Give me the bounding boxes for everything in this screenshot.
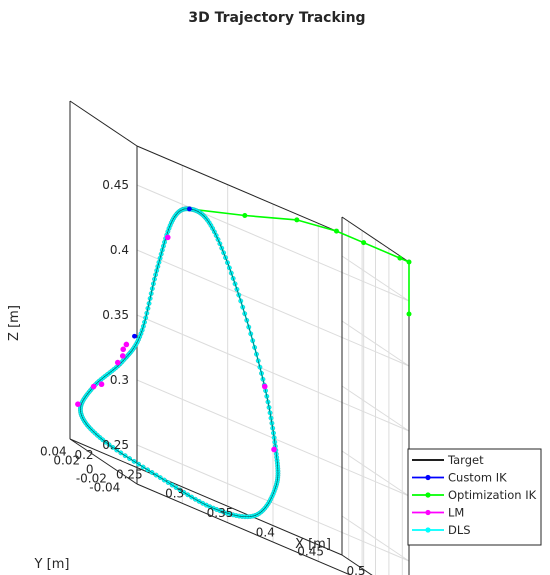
lm-point [261, 383, 268, 390]
z-tick-label: 0.3 [110, 373, 129, 387]
optimization-ik-point [397, 255, 403, 261]
legend-label: Custom IK [448, 471, 507, 485]
axes-edge [69, 100, 138, 147]
z-tick-label: 0.4 [110, 243, 129, 257]
y-tick-label: 0.04 [40, 445, 67, 459]
x-tick-label: 0.45 [297, 545, 324, 559]
axes-edge [69, 438, 343, 556]
lm-point [271, 446, 277, 453]
optimization-ik-point [294, 217, 300, 223]
x-tick-label: 0.2 [74, 448, 93, 462]
legend-marker [425, 492, 431, 498]
z-tick-label: 0.35 [102, 308, 129, 322]
grid-layer [136, 146, 410, 575]
chart-title: 3D Trajectory Tracking [188, 10, 365, 26]
legend-marker [425, 509, 431, 516]
data-layer [75, 206, 412, 520]
y-tick-label: -0.02 [76, 472, 107, 486]
x-tick-label: 0.25 [116, 467, 143, 481]
z-axis-label: Z [m] [7, 305, 22, 341]
lm-point [164, 234, 171, 241]
axes-edge [69, 438, 138, 485]
series-target-line [80, 208, 279, 518]
lm-point [120, 346, 127, 353]
lm-point [90, 383, 97, 390]
x-tick-label: 0.3 [165, 487, 184, 501]
tick-labels: 0.25 0.3 0.35 0.4 0.45 0.2 0.25 0.3 0.35 0.4 0.45 0… [40, 178, 366, 575]
legend-label: LM [448, 506, 464, 520]
axes-edge [341, 216, 410, 263]
optimization-ik-point [406, 311, 412, 317]
custom-ik-point [132, 333, 137, 339]
z-tick-label: 0.25 [102, 438, 129, 452]
legend-label: Optimization IK [448, 488, 537, 502]
lm-point [98, 381, 105, 388]
lm-point [75, 401, 81, 407]
y-tick-label: 0.02 [53, 454, 80, 468]
x-tick-label: 0.5 [346, 564, 365, 575]
x-tick-label: 0.4 [256, 525, 275, 539]
axes-edge [341, 554, 373, 575]
axes-box [69, 100, 410, 575]
optimization-ik-point [242, 213, 248, 219]
legend-label: DLS [448, 523, 471, 537]
custom-ik-point [187, 206, 192, 212]
legend-marker [425, 474, 431, 481]
lm-point [123, 341, 130, 348]
optimization-ik-point [333, 228, 339, 234]
lm-point [114, 359, 121, 366]
x-axis-label: X [m] [295, 537, 331, 552]
legend: Target Custom IK Optimization IK LM DLS [407, 448, 542, 546]
series-optimization-ik-line [189, 208, 410, 314]
y-axis-label: Y [m] [34, 557, 70, 572]
x-tick-label: 0.35 [207, 506, 234, 520]
legend-marker [425, 527, 431, 533]
optimization-ik-point [406, 259, 412, 265]
y-tick-label: -0.04 [89, 481, 120, 495]
legend-label: Target [447, 453, 484, 467]
lm-point [119, 353, 126, 359]
y-tick-label: 0 [86, 463, 94, 477]
axes-edge [136, 483, 352, 575]
optimization-ik-point [361, 240, 367, 246]
z-tick-label: 0.45 [102, 178, 129, 192]
